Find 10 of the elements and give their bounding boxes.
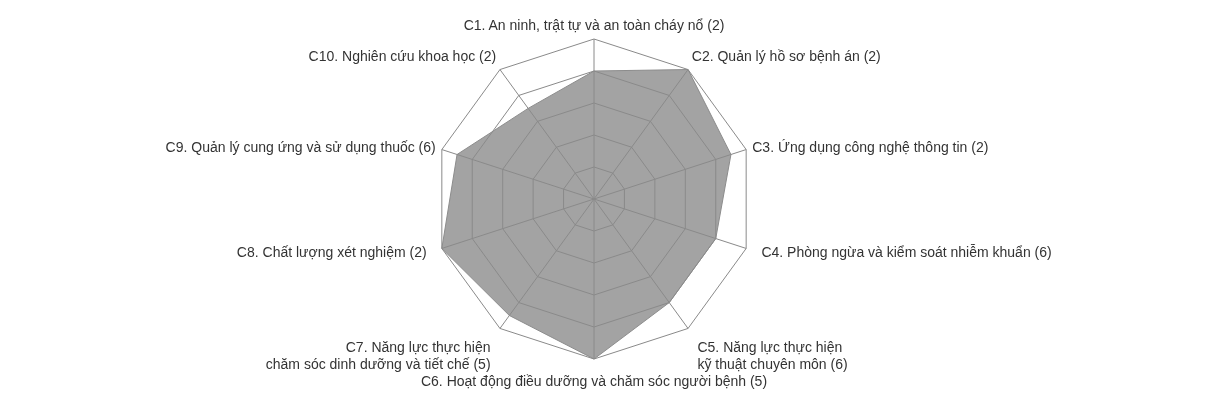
spoke-label: C8. Chất lượng xét nghiệm (2): [236, 244, 427, 261]
spoke-label: C3. Ứng dụng công nghệ thông tin (2): [752, 138, 989, 155]
spoke-label: C10. Nghiên cứu khoa học (2): [308, 48, 497, 65]
spoke-label: C4. Phòng ngừa và kiểm soát nhiễm khuẩn (6): [761, 244, 1052, 261]
spoke-label: C6. Hoạt động điều dưỡng và chăm sóc người bệnh (5): [420, 373, 768, 389]
spoke-label: C9. Quản lý cung ứng và sử dụng thuốc (6): [165, 138, 436, 155]
spoke-label: C2. Quản lý hồ sơ bệnh án (2): [691, 48, 881, 65]
spoke-label: C1. An ninh, trật tự và an toàn cháy nổ (2): [463, 16, 725, 33]
spoke-label: C7. Năng lực thực hiện chăm sóc dinh dưỡng và tiết chế (5): [265, 339, 491, 373]
spoke-label: C5. Năng lực thực hiện kỹ thuật chuyên môn (6): [697, 339, 848, 373]
